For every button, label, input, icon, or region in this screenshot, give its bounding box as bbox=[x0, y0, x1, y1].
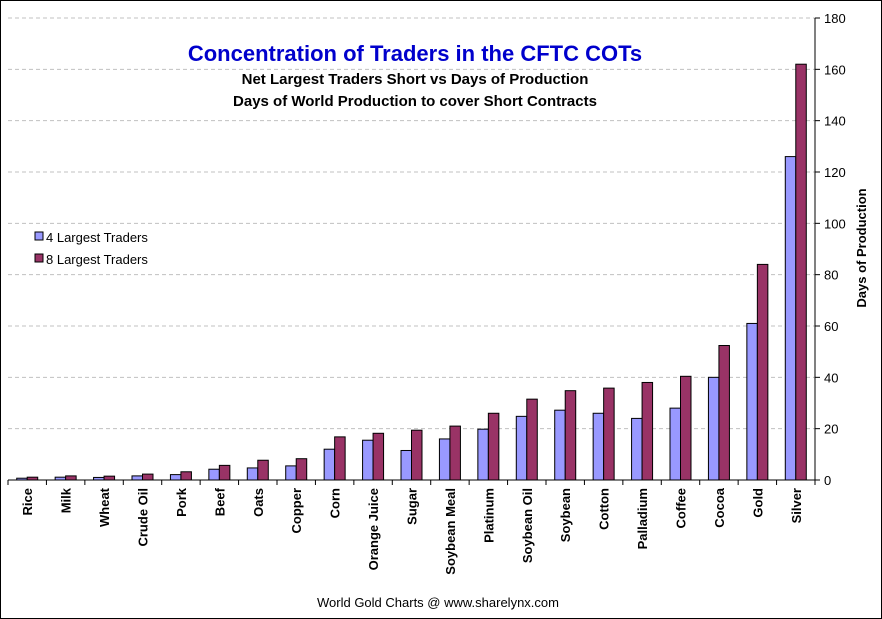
x-tick-label: Platinum bbox=[481, 488, 496, 543]
bar-4-largest-silver bbox=[784, 156, 797, 481]
bar-8-largest-beef bbox=[218, 464, 231, 481]
y-axis-label: Days of Production bbox=[854, 188, 869, 307]
bar-4-largest-cocoa bbox=[707, 376, 720, 481]
bar-8-largest-crude-oil bbox=[142, 473, 154, 481]
y-tick-label: 120 bbox=[824, 165, 846, 180]
x-tick-label: Copper bbox=[289, 488, 304, 534]
legend-label-4-largest: 4 Largest Traders bbox=[46, 230, 148, 245]
bar-4-largest-copper bbox=[285, 465, 297, 481]
bar-4-largest-soybean-oil bbox=[515, 415, 528, 481]
x-tick-label: Milk bbox=[59, 487, 74, 513]
x-tick-label: Soybean Meal bbox=[443, 488, 458, 575]
bar-8-largest-soybean-meal bbox=[449, 425, 461, 481]
y-tick-label: 80 bbox=[824, 268, 838, 283]
y-tick-label: 60 bbox=[824, 319, 838, 334]
bar-4-largest-cotton bbox=[592, 412, 605, 481]
x-tick-label: Wheat bbox=[97, 487, 112, 527]
x-tick-label: Crude Oil bbox=[136, 488, 151, 547]
y-tick-label: 140 bbox=[824, 114, 846, 129]
bar-4-largest-crude-oil bbox=[131, 475, 143, 481]
chart-credit: World Gold Charts @ www.sharelynx.com bbox=[317, 595, 559, 610]
x-axis: Rice Milk Wheat Crude Oil Pork Beef Oats Copper… bbox=[7, 479, 816, 575]
x-tick-label: Soybean Oil bbox=[520, 488, 535, 563]
x-tick-label: Corn bbox=[328, 488, 343, 518]
bar-4-largest-oats bbox=[246, 467, 259, 481]
bar-8-largest-cocoa bbox=[718, 345, 730, 481]
x-tick-label: Gold bbox=[750, 488, 765, 518]
x-tick-label: Silver bbox=[789, 488, 804, 523]
chart-subtitle-1: Net Largest Traders Short vs Days of Pro… bbox=[242, 71, 589, 88]
bar-4-largest-sugar bbox=[400, 449, 412, 481]
x-tick-label: Orange Juice bbox=[366, 488, 381, 570]
bar-8-largest-orange-juice bbox=[372, 432, 385, 481]
x-tick-label: Oats bbox=[251, 488, 266, 517]
bars bbox=[16, 63, 807, 481]
y-tick-label: 180 bbox=[824, 11, 846, 26]
chart-title: Concentration of Traders in the CFTC COT… bbox=[188, 41, 642, 66]
bar-8-largest-milk bbox=[65, 475, 77, 481]
x-tick-label: Rice bbox=[20, 488, 35, 515]
bar-8-largest-corn bbox=[334, 436, 346, 481]
bar-8-largest-cotton bbox=[603, 387, 615, 481]
bar-8-largest-platinum bbox=[487, 412, 500, 481]
x-tick-label: Soybean bbox=[558, 488, 573, 542]
x-tick-label: Cotton bbox=[597, 488, 612, 530]
x-tick-label: Cocoa bbox=[712, 487, 727, 528]
bar-8-largest-gold bbox=[756, 263, 769, 481]
bar-8-largest-coffee bbox=[680, 375, 692, 481]
bar-4-largest-soybean bbox=[554, 409, 566, 481]
bar-8-largest-soybean-oil bbox=[526, 398, 538, 481]
bar-4-largest-beef bbox=[208, 468, 220, 481]
bar-4-largest-coffee bbox=[669, 407, 681, 481]
legend-swatch-8-largest bbox=[34, 253, 44, 263]
bar-8-largest-oats bbox=[257, 459, 269, 481]
bar-4-largest-pork bbox=[169, 474, 182, 481]
y-tick-label: 20 bbox=[824, 422, 838, 437]
bar-8-largest-sugar bbox=[411, 429, 423, 481]
bar-8-largest-palladium bbox=[641, 381, 654, 481]
y-tick-label: 0 bbox=[824, 473, 831, 488]
x-tick-label: Coffee bbox=[674, 488, 689, 528]
x-tick-label: Sugar bbox=[405, 488, 420, 525]
y-tick-label: 40 bbox=[824, 370, 838, 385]
y-tick-label: 160 bbox=[824, 62, 846, 77]
legend-label-8-largest: 8 Largest Traders bbox=[46, 252, 148, 267]
bar-8-largest-soybean bbox=[564, 390, 577, 481]
bar-8-largest-wheat bbox=[103, 475, 116, 481]
bar-8-largest-silver bbox=[795, 63, 807, 481]
legend-swatch-4-largest bbox=[34, 231, 44, 241]
chart-subtitle-2: Days of World Production to cover Short … bbox=[233, 93, 597, 110]
legend: 4 Largest Traders 8 Largest Traders bbox=[34, 230, 148, 267]
bar-4-largest-soybean-meal bbox=[438, 438, 451, 481]
y-tick-label: 100 bbox=[824, 216, 846, 231]
bar-4-largest-gold bbox=[746, 322, 758, 481]
x-tick-label: Palladium bbox=[635, 488, 650, 549]
bar-8-largest-pork bbox=[180, 471, 192, 481]
bar-8-largest-copper bbox=[295, 458, 308, 481]
bar-4-largest-orange-juice bbox=[362, 439, 374, 481]
bar-4-largest-corn bbox=[323, 448, 336, 481]
x-tick-label: Beef bbox=[212, 487, 227, 516]
x-tick-label: Pork bbox=[174, 487, 189, 517]
y-axis: 0 20 40 60 80 100 120 140 160 180 bbox=[814, 11, 846, 488]
bar-4-largest-platinum bbox=[477, 428, 489, 481]
bar-4-largest-palladium bbox=[631, 417, 643, 481]
